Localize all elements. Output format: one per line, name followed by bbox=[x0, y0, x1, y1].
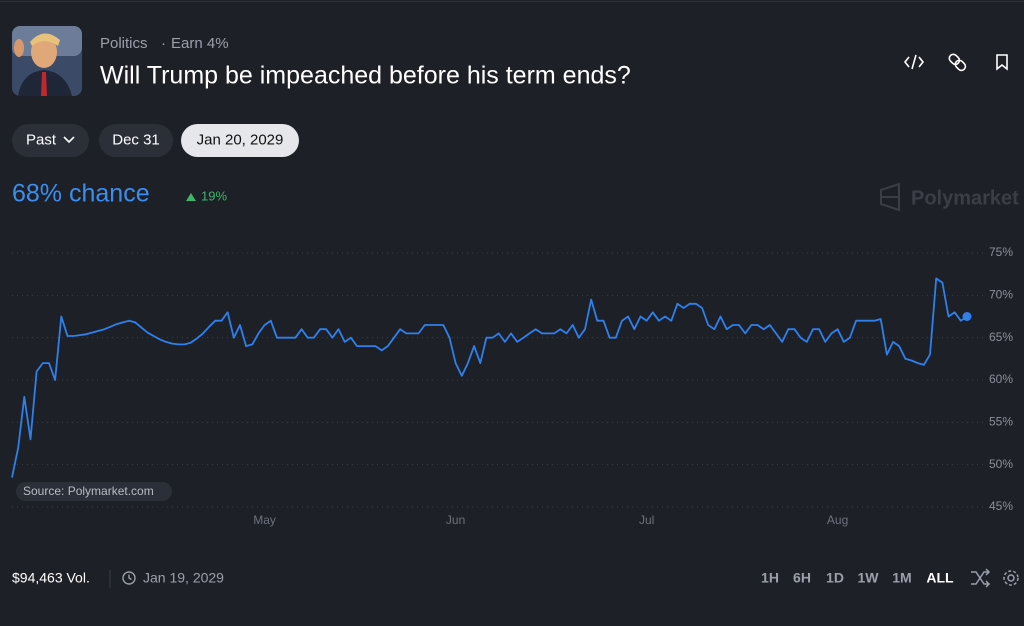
shuffle-button[interactable] bbox=[971, 568, 991, 588]
x-tick-label: Jul bbox=[639, 513, 654, 527]
range-button[interactable]: ALL bbox=[926, 570, 954, 586]
end-date: Jan 19, 2029 bbox=[143, 570, 224, 586]
date-label: Dec 31 bbox=[112, 131, 160, 148]
chance: 68% chance bbox=[12, 180, 150, 208]
category: Politics bbox=[100, 35, 148, 52]
date-button-selected[interactable] bbox=[181, 124, 299, 157]
volume: $94,463 Vol. bbox=[12, 570, 90, 586]
y-tick-label: 65% bbox=[989, 330, 1013, 344]
chance-change: 19% bbox=[201, 188, 227, 203]
settings-button[interactable] bbox=[1003, 570, 1019, 586]
date-label: Jan 20, 2029 bbox=[197, 131, 284, 148]
y-tick-label: 60% bbox=[989, 372, 1013, 386]
watermark: Polymarket bbox=[911, 187, 1019, 209]
range-button[interactable]: 1H bbox=[761, 570, 779, 586]
y-tick-label: 45% bbox=[989, 499, 1013, 513]
dropdown-icon bbox=[63, 136, 75, 144]
market-image bbox=[12, 26, 82, 96]
range-button[interactable]: 1M bbox=[892, 570, 911, 586]
range-button[interactable]: 1W bbox=[858, 570, 880, 586]
x-tick-label: Jun bbox=[446, 513, 465, 527]
y-tick-label: 75% bbox=[989, 245, 1013, 259]
link-button[interactable] bbox=[948, 53, 967, 72]
bookmark-button[interactable] bbox=[996, 54, 1008, 71]
source: Source: Polymarket.com bbox=[23, 484, 154, 498]
past-button[interactable] bbox=[12, 124, 89, 157]
up-icon bbox=[186, 193, 196, 201]
chart: 45% 50% 55% 60% 65% 70% 75% May Jun Jul Aug bbox=[11, 245, 1013, 527]
separator: · bbox=[161, 35, 166, 52]
range-button[interactable]: 6H bbox=[793, 570, 811, 586]
y-tick-label: 70% bbox=[989, 288, 1013, 302]
y-tick-label: 55% bbox=[989, 415, 1013, 429]
reward: Earn 4% bbox=[171, 35, 229, 52]
date-button[interactable] bbox=[99, 124, 173, 157]
price-line bbox=[11, 277, 968, 478]
range-button[interactable]: 1D bbox=[826, 570, 844, 586]
range-buttons: 1H 6H 1D 1W 1M ALL bbox=[761, 570, 954, 586]
x-tick-label: May bbox=[253, 513, 276, 527]
x-tick-label: Aug bbox=[827, 513, 848, 527]
y-tick-label: 50% bbox=[989, 457, 1013, 471]
embed-button[interactable] bbox=[903, 54, 925, 70]
last-point bbox=[962, 312, 972, 321]
title: Will Trump be impeached before his term … bbox=[100, 62, 631, 90]
source-badge bbox=[16, 482, 172, 501]
clock-icon bbox=[122, 571, 136, 585]
watermark-logo bbox=[880, 182, 900, 212]
past-label: Past bbox=[26, 131, 57, 148]
